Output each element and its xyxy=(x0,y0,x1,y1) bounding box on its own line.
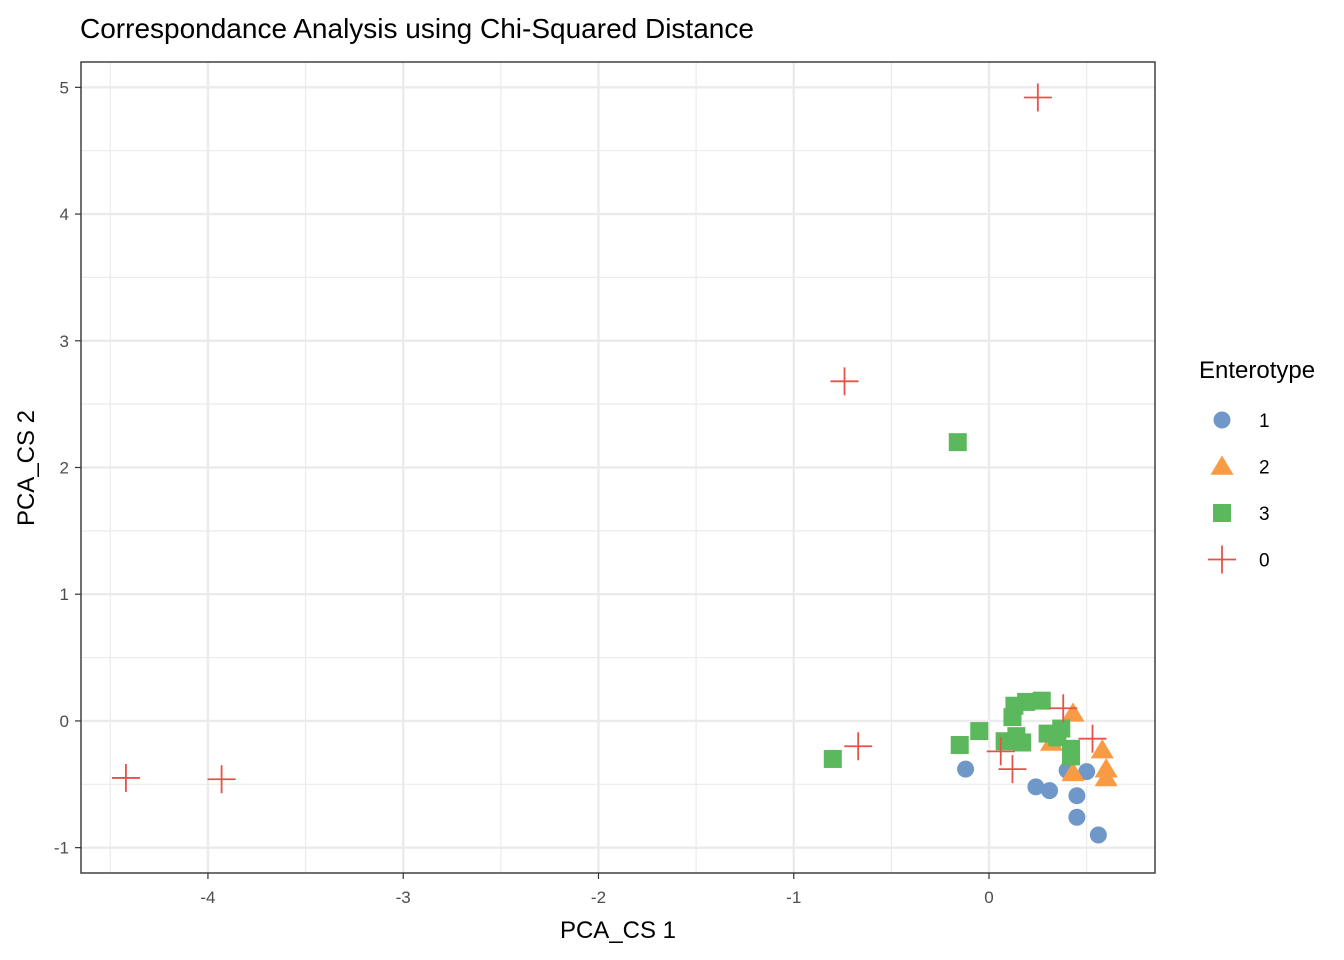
chart-title: Correspondance Analysis using Chi-Square… xyxy=(80,13,754,44)
data-point-triangle xyxy=(1090,739,1114,759)
y-tick-label: 1 xyxy=(60,585,69,604)
data-point-circle xyxy=(1078,763,1096,781)
data-point-triangle xyxy=(1061,761,1085,782)
data-point-triangle xyxy=(1061,702,1085,722)
legend-title: Enterotype xyxy=(1199,357,1315,384)
data-point-circle xyxy=(1027,778,1045,796)
data-point-circle xyxy=(1089,826,1107,844)
data-point-cross xyxy=(998,755,1027,784)
data-point-square xyxy=(970,722,989,741)
x-tick-label: -3 xyxy=(396,888,411,907)
data-point-cross xyxy=(844,732,873,761)
y-tick-label: -1 xyxy=(54,839,69,858)
data-point-circle xyxy=(957,760,975,778)
legend-key-triangle xyxy=(1210,455,1234,475)
y-axis: -1 0 1 2 3 4 5 xyxy=(54,78,81,858)
data-point-square xyxy=(1062,747,1081,766)
x-tick-label: 0 xyxy=(984,888,993,907)
y-tick-label: 3 xyxy=(60,332,69,351)
data-point-square xyxy=(1017,692,1036,711)
data-point-cross xyxy=(1078,724,1107,753)
x-tick-label: -1 xyxy=(786,888,801,907)
legend-label: 2 xyxy=(1259,458,1270,479)
data-point-cross xyxy=(1049,694,1078,723)
data-point-circle xyxy=(1068,787,1086,805)
y-axis-title: PCA_CS 2 xyxy=(13,410,40,526)
x-axis-title: PCA_CS 1 xyxy=(560,917,676,944)
y-tick-label: 5 xyxy=(60,78,69,97)
data-point-square xyxy=(1032,691,1051,710)
y-tick-label: 4 xyxy=(60,205,69,224)
legend-label: 3 xyxy=(1259,504,1270,525)
data-point-square xyxy=(823,749,842,768)
legend-label: 0 xyxy=(1259,551,1270,572)
x-axis: -4 -3 -2 -1 0 xyxy=(200,873,994,907)
data-point-cross xyxy=(830,367,859,396)
y-tick-label: 2 xyxy=(60,459,69,478)
legend-key-cross xyxy=(1208,545,1236,574)
data-point-circle xyxy=(1068,808,1086,826)
legend-key-circle xyxy=(1213,411,1231,429)
data-points xyxy=(111,83,1118,844)
data-point-circle xyxy=(1041,782,1059,800)
data-point-cross xyxy=(986,737,1015,766)
data-point-cross xyxy=(1023,83,1052,112)
data-point-square xyxy=(1013,733,1032,752)
data-point-cross xyxy=(207,765,236,794)
legend: Enterotype 1 2 3 0 xyxy=(1199,357,1315,574)
x-tick-label: -4 xyxy=(200,888,215,907)
data-point-square xyxy=(948,433,967,452)
legend-key-square xyxy=(1213,504,1231,522)
data-point-square xyxy=(950,736,969,755)
grid xyxy=(81,62,1155,873)
x-tick-label: -2 xyxy=(591,888,606,907)
y-tick-label: 0 xyxy=(60,712,69,731)
data-point-triangle xyxy=(1094,766,1118,787)
data-point-square xyxy=(1052,719,1071,738)
legend-label: 1 xyxy=(1259,411,1270,432)
data-point-cross xyxy=(111,763,140,792)
